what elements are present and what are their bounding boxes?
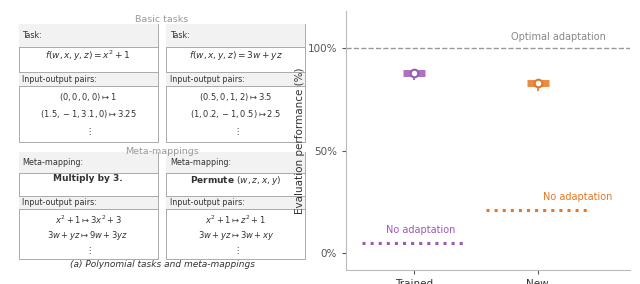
Text: (a) Polynomial tasks and meta-mappings: (a) Polynomial tasks and meta-mappings [70, 260, 255, 268]
Text: $f(w, x, y, z) = 3w + yz$: $f(w, x, y, z) = 3w + yz$ [189, 49, 283, 62]
Text: Meta-mapping:: Meta-mapping: [170, 158, 231, 167]
Text: $(1, 0.2, -1, 0.5) \mapsto 2.5$: $(1, 0.2, -1, 0.5) \mapsto 2.5$ [190, 108, 282, 120]
Text: Input-output pairs:: Input-output pairs: [170, 198, 245, 207]
Text: Task:: Task: [170, 31, 190, 40]
Text: No adaptation: No adaptation [386, 225, 455, 235]
Bar [166, 72, 305, 86]
Text: $(1.5, -1, 3.1, 0) \mapsto 3.25$: $(1.5, -1, 3.1, 0) \mapsto 3.25$ [40, 108, 136, 120]
Text: $\vdots$: $\vdots$ [85, 245, 92, 256]
Text: Task:: Task: [22, 31, 42, 40]
Y-axis label: Evaluation performance (%): Evaluation performance (%) [295, 67, 305, 214]
Bar [19, 152, 157, 260]
Text: $3w + yz \mapsto 3w + xy$: $3w + yz \mapsto 3w + xy$ [198, 229, 274, 242]
Text: Meta-mappings: Meta-mappings [125, 147, 199, 156]
Bar [19, 24, 157, 142]
Bar [166, 24, 305, 47]
Text: Multiply by 3.: Multiply by 3. [53, 174, 123, 183]
Bar [166, 196, 305, 208]
Bar [19, 196, 157, 208]
Bar [166, 24, 305, 142]
Text: $3w + yz \mapsto 9w + 3yz$: $3w + yz \mapsto 9w + 3yz$ [47, 229, 129, 242]
Text: Input-output pairs:: Input-output pairs: [22, 198, 97, 207]
Text: $f(w, x, y, z) = x^2 + 1$: $f(w, x, y, z) = x^2 + 1$ [45, 49, 131, 63]
Text: $(0.5, 0, 1, 2) \mapsto 3.5$: $(0.5, 0, 1, 2) \mapsto 3.5$ [199, 91, 273, 103]
Text: $x^2 + 1 \mapsto z^2 + 1$: $x^2 + 1 \mapsto z^2 + 1$ [205, 213, 266, 225]
Text: $\vdots$: $\vdots$ [232, 245, 239, 256]
Text: Input-output pairs:: Input-output pairs: [22, 75, 97, 84]
Bar [19, 72, 157, 86]
Bar [166, 152, 305, 260]
Text: Basic tasks: Basic tasks [136, 15, 189, 24]
Text: Input-output pairs:: Input-output pairs: [170, 75, 245, 84]
Text: $\vdots$: $\vdots$ [85, 126, 92, 137]
Text: $(0, 0, 0, 0) \mapsto 1$: $(0, 0, 0, 0) \mapsto 1$ [60, 91, 117, 103]
Bar [19, 24, 157, 47]
Bar [19, 152, 157, 173]
Text: Meta-mapping:: Meta-mapping: [22, 158, 83, 167]
Text: $\vdots$: $\vdots$ [232, 126, 239, 137]
Text: $x^2 + 1 \mapsto 3x^2 + 3$: $x^2 + 1 \mapsto 3x^2 + 3$ [54, 213, 122, 225]
Text: No adaptation: No adaptation [543, 192, 612, 202]
Bar [166, 152, 305, 173]
Text: Optimal adaptation: Optimal adaptation [511, 32, 605, 42]
Text: Permute $(w, z, x, y)$: Permute $(w, z, x, y)$ [190, 174, 282, 187]
